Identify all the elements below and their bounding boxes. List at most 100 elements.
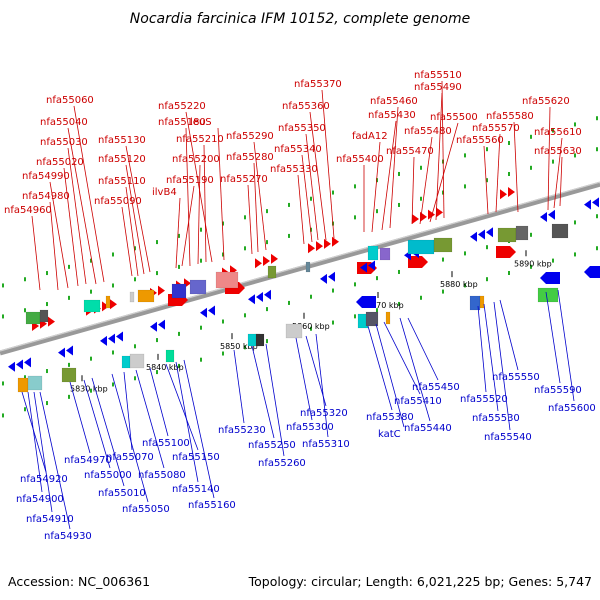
bottom-gene-label: nfa55050	[122, 504, 170, 515]
track-bottom-outer-tick	[90, 388, 92, 393]
reverse-gene-arrow	[540, 211, 547, 222]
reverse-gene-arrow	[368, 260, 375, 271]
track-top-inner-tick	[310, 227, 312, 232]
gene-feature-box	[39, 309, 49, 323]
top-gene-label: nfa55470	[386, 146, 434, 157]
gene-leader-line	[233, 349, 245, 424]
track-bottom-outer-tick	[530, 264, 532, 269]
track-bottom-outer-tick	[574, 252, 576, 257]
gene-leader-line	[301, 154, 313, 243]
forward-gene-arrow	[508, 187, 515, 198]
track-top-inner-tick	[134, 277, 136, 282]
forward-gene-arrow	[412, 214, 419, 225]
top-gene-label: nfa55190	[166, 175, 214, 186]
track-top-inner-tick	[222, 252, 224, 257]
gene-leader-line	[125, 164, 145, 275]
gene-feature-box	[407, 239, 435, 255]
track-top-outer-tick	[134, 246, 136, 251]
track-top-outer-tick	[2, 283, 4, 288]
bottom-gene-label: nfa54970	[64, 455, 112, 466]
track-top-inner-tick	[574, 153, 576, 158]
track-bottom-outer-tick	[332, 320, 334, 325]
bottom-gene-label: nfa55450	[412, 382, 460, 393]
track-bottom-outer-tick	[354, 314, 356, 319]
gene-leader-line	[477, 305, 487, 393]
gene-feature-box	[433, 237, 453, 253]
gene-leader-line	[175, 197, 181, 269]
bottom-gene-label: nfa54930	[44, 531, 92, 542]
track-bottom-outer-tick	[596, 246, 598, 251]
gene-leader-line	[217, 127, 225, 261]
top-gene-label: nfa55180	[158, 117, 206, 128]
gene-leader-line	[371, 141, 381, 233]
bottom-gene-label: nfa55440	[404, 423, 452, 434]
top-gene-label: nfa54990	[22, 171, 70, 182]
reverse-gene-arrow	[108, 333, 115, 344]
track-top-outer-tick	[68, 264, 70, 269]
gene-leader-line	[545, 291, 561, 384]
forward-gene-arrow	[436, 207, 443, 218]
bottom-gene-label: katC	[378, 429, 401, 440]
track-bottom-inner-tick	[222, 319, 224, 324]
gene-leader-line	[419, 136, 433, 225]
gene-leader-line	[49, 181, 69, 289]
top-gene-label: nfa55580	[486, 111, 534, 122]
track-bottom-outer-tick	[2, 413, 4, 418]
gene-leader-line	[203, 144, 207, 263]
page-title: Nocardia farcinica IFM 10152, complete g…	[130, 11, 470, 27]
reverse-gene-arrow	[248, 294, 255, 305]
track-bottom-outer-tick	[310, 326, 312, 331]
track-bottom-outer-tick	[420, 295, 422, 300]
gene-leader-line	[197, 164, 201, 265]
top-gene-label: nfa55480	[404, 126, 452, 137]
top-gene-label: nfa55460	[370, 96, 418, 107]
track-bottom-inner-tick	[134, 344, 136, 349]
gene-leader-line	[125, 145, 151, 273]
reverse-gene-arrow	[478, 229, 485, 240]
gene-leader-line	[253, 162, 259, 253]
bottom-gene-label: nfa55070	[106, 452, 154, 463]
forward-gene-arrow	[271, 253, 278, 264]
gene-feature-box	[129, 291, 135, 303]
track-top-outer-tick	[486, 147, 488, 152]
reverse-gene-arrow	[24, 357, 31, 368]
top-gene-label: nfa55020	[36, 157, 84, 168]
reverse-gene-arrow	[320, 273, 327, 284]
gene-leader-line	[31, 215, 41, 291]
gene-leader-line	[559, 156, 563, 207]
gene-leader-line	[183, 359, 215, 499]
reverse-gene-arrow	[150, 321, 157, 332]
track-top-outer-tick	[508, 140, 510, 145]
track-bottom-outer-tick	[486, 277, 488, 282]
gene-leader-line	[181, 185, 195, 267]
track-top-outer-tick	[156, 240, 158, 245]
gene-leader-line	[49, 201, 59, 291]
genome-line	[0, 181, 600, 356]
bottom-gene-label: nfa55520	[460, 394, 508, 405]
bottom-gene-label: nfa55160	[188, 500, 236, 511]
gene-leader-line	[175, 361, 199, 483]
top-gene-label: nfa55120	[98, 154, 146, 165]
gene-feature-box	[367, 245, 379, 261]
track-bottom-outer-tick	[442, 289, 444, 294]
top-gene-label: nfa55210	[176, 134, 224, 145]
track-bottom-inner-tick	[332, 288, 334, 293]
track-bottom-outer-tick	[552, 258, 554, 263]
gene-leader-line	[63, 167, 79, 287]
track-top-outer-tick	[266, 209, 268, 214]
accession-text: Accession: NC_006361	[8, 574, 150, 589]
gene-feature-box	[137, 289, 155, 303]
track-bottom-outer-tick	[244, 345, 246, 350]
kbp-label: 5880 kbp	[440, 280, 478, 289]
gene-leader-line	[315, 333, 329, 438]
track-bottom-outer-tick	[222, 351, 224, 356]
gene-feature-box	[551, 223, 569, 239]
gene-leader-line	[185, 111, 213, 263]
forward-gene-arrow	[500, 189, 507, 200]
gene-leader-line	[383, 321, 421, 395]
forward-gene-arrow	[255, 258, 262, 269]
gene-leader-line	[297, 174, 305, 245]
track-top-inner-tick	[266, 240, 268, 245]
track-top-inner-tick	[24, 308, 26, 313]
gene-feature-box	[285, 323, 303, 339]
